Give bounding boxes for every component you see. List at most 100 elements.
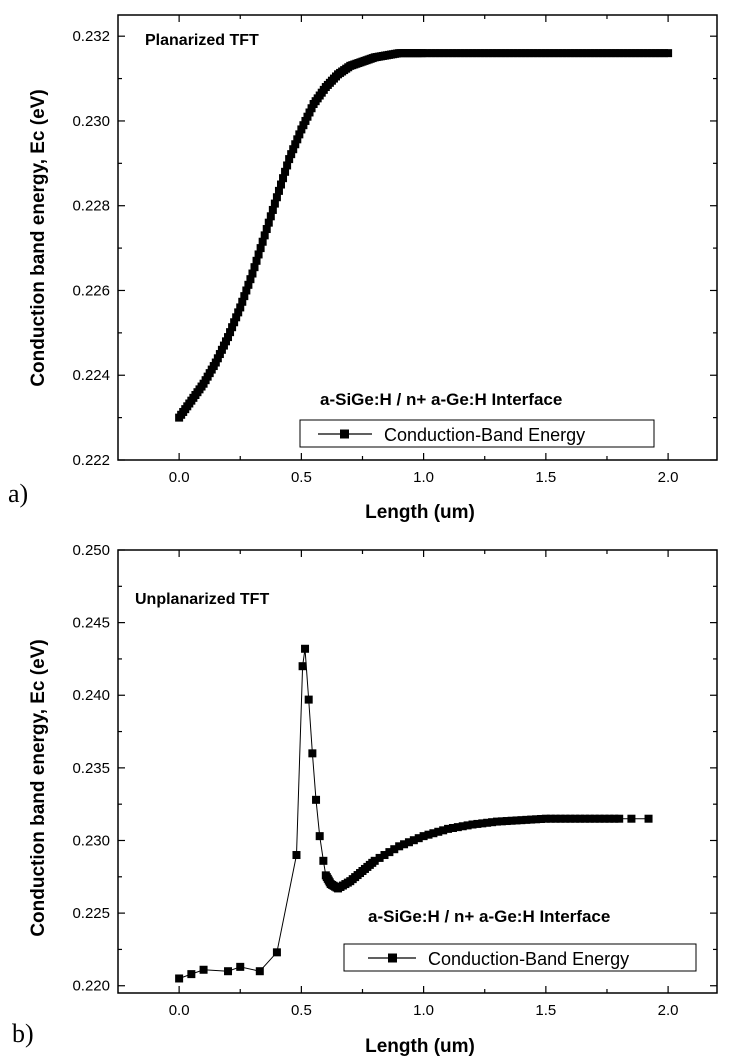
panel-a-data-point [639, 49, 648, 58]
panel-a-data-point [427, 49, 436, 58]
panel-b-data-point [395, 842, 404, 851]
panel-a-data-point [211, 358, 220, 367]
panel-a-data-point [301, 116, 310, 125]
panel-a-data-point [619, 49, 628, 58]
panel-b-data-point [546, 814, 555, 823]
panel-a-data-point [558, 49, 567, 58]
panel-a-y-tick-label: 0.230 [72, 113, 110, 130]
panel-a-data-point [260, 231, 269, 240]
panel-a-annotation: a-SiGe:H / n+ a-Ge:H Interface [320, 390, 562, 409]
panel-b-y-tick-label: 0.225 [72, 905, 110, 922]
panel-b-data-point [610, 814, 619, 823]
panel-b-series-line [178, 648, 649, 979]
panel-a-data-point [464, 49, 473, 58]
panel-b-data-point [566, 814, 575, 823]
panel-b-data-point [236, 962, 245, 971]
panel-b-data-point [356, 869, 365, 878]
panel-a-data-point [492, 49, 501, 58]
panel-b-data-point [414, 834, 423, 843]
panel-b-data-point [536, 814, 545, 823]
panel-a-data-point [574, 49, 583, 58]
panel-b-data-point [434, 827, 443, 836]
panel-a-data-point [611, 49, 620, 58]
panel-a-plot-frame [117, 14, 718, 461]
panel-b-data-point [502, 817, 511, 826]
panel-b-data-point [301, 644, 310, 653]
panel-b-data-point [380, 851, 389, 860]
panel-b-x-tick-label: 1.5 [535, 1002, 556, 1019]
panel-b-data-point [497, 817, 506, 826]
panel-a-data-point [615, 49, 624, 58]
panel-b-plot-frame [117, 549, 718, 994]
panel-b-data-point [463, 821, 472, 830]
panel-a-data-point [550, 49, 559, 58]
panel-b-data-point [532, 815, 541, 824]
panel-b-data-point [187, 970, 196, 979]
panel-a-y-tick-label: 0.222 [72, 452, 110, 469]
panel-a-data-point [525, 49, 534, 58]
panel-a-data-point [488, 49, 497, 58]
panel-b-data-point [595, 814, 604, 823]
panel-b-data-point [272, 948, 281, 957]
panel-a-data-point [435, 49, 444, 58]
panel-a-title: Planarized TFT [145, 32, 259, 49]
panel-b-data-point [488, 818, 497, 827]
panel-b-data-point [571, 814, 580, 823]
panel-a-x-axis-title: Length (um) [365, 502, 475, 523]
panel-b-data-point [404, 838, 413, 847]
panel-a-data-point [299, 121, 308, 130]
panel-a-data-point [232, 313, 241, 322]
panel-a-data-point [423, 49, 432, 58]
panel-a-data-point [484, 49, 493, 58]
panel-b-data-point [453, 823, 462, 832]
panel-a-data-point [289, 145, 298, 154]
panel-a-data-point [631, 49, 640, 58]
panel-a-data-point [480, 49, 489, 58]
panel-b-data-point [385, 848, 394, 857]
panel-b-data-point [522, 815, 531, 824]
panel-a-y-tick-label: 0.228 [72, 198, 110, 215]
panel-a-data-point [270, 199, 279, 208]
panel-a-data-point [655, 49, 664, 58]
panel-b-y-tick-label: 0.230 [72, 832, 110, 849]
panel-a-data-point [264, 218, 273, 227]
panel-b-y-tick-label: 0.235 [72, 760, 110, 777]
panel-b-data-point [556, 814, 565, 823]
panel-a-x-tick-label: 1.5 [535, 469, 556, 486]
panel-a-y-tick-label: 0.226 [72, 282, 110, 299]
panel-b-y-axis-title: Conduction band energy, Ec (eV) [28, 639, 49, 936]
panel-a-data-point [305, 108, 314, 117]
panel-b-x-axis-title: Length (um) [365, 1036, 475, 1057]
panel-a-data-point [238, 297, 247, 306]
panel-b-x-tick-label: 1.0 [413, 1002, 434, 1019]
panel-a-data-point [291, 140, 300, 149]
panel-a-data-point [234, 308, 243, 317]
panel-a-data-point [262, 225, 271, 234]
panel-b-data-point [468, 820, 477, 829]
panel-b-data-point [541, 814, 550, 823]
panel-a-data-point [431, 49, 440, 58]
panel-a-data-point [448, 49, 457, 58]
panel-b-data-point [400, 840, 409, 849]
panel-a-data-point [664, 49, 673, 58]
panel-b-data-point [319, 856, 328, 865]
panel-a-data-point [456, 49, 465, 58]
panel-a-data-point [517, 49, 526, 58]
panel-a-data-point [297, 125, 306, 134]
panel-a-data-point [226, 328, 235, 337]
panel-b-data-point [343, 878, 352, 887]
panel-a-data-point [258, 237, 267, 246]
panel-b-data-point [375, 853, 384, 862]
panel-a-data-point [602, 49, 611, 58]
panel-a-y-tick-label: 0.224 [72, 367, 110, 384]
panel-a-data-point [254, 250, 263, 259]
panel-a-data-point [476, 49, 485, 58]
panel-a-data-point [537, 49, 546, 58]
panel-a-data-point [521, 49, 530, 58]
panel-b-data-point [615, 814, 624, 823]
panel-b-annotation: a-SiGe:H / n+ a-Ge:H Interface [368, 907, 610, 926]
panel-b-legend-label: Conduction-Band Energy [428, 949, 629, 969]
panel-a-data-point [623, 49, 632, 58]
panel-b-unplanarized-chart: b) Unplanarized TFT a-SiGe:H / n+ a-Ge:H… [12, 542, 718, 1057]
